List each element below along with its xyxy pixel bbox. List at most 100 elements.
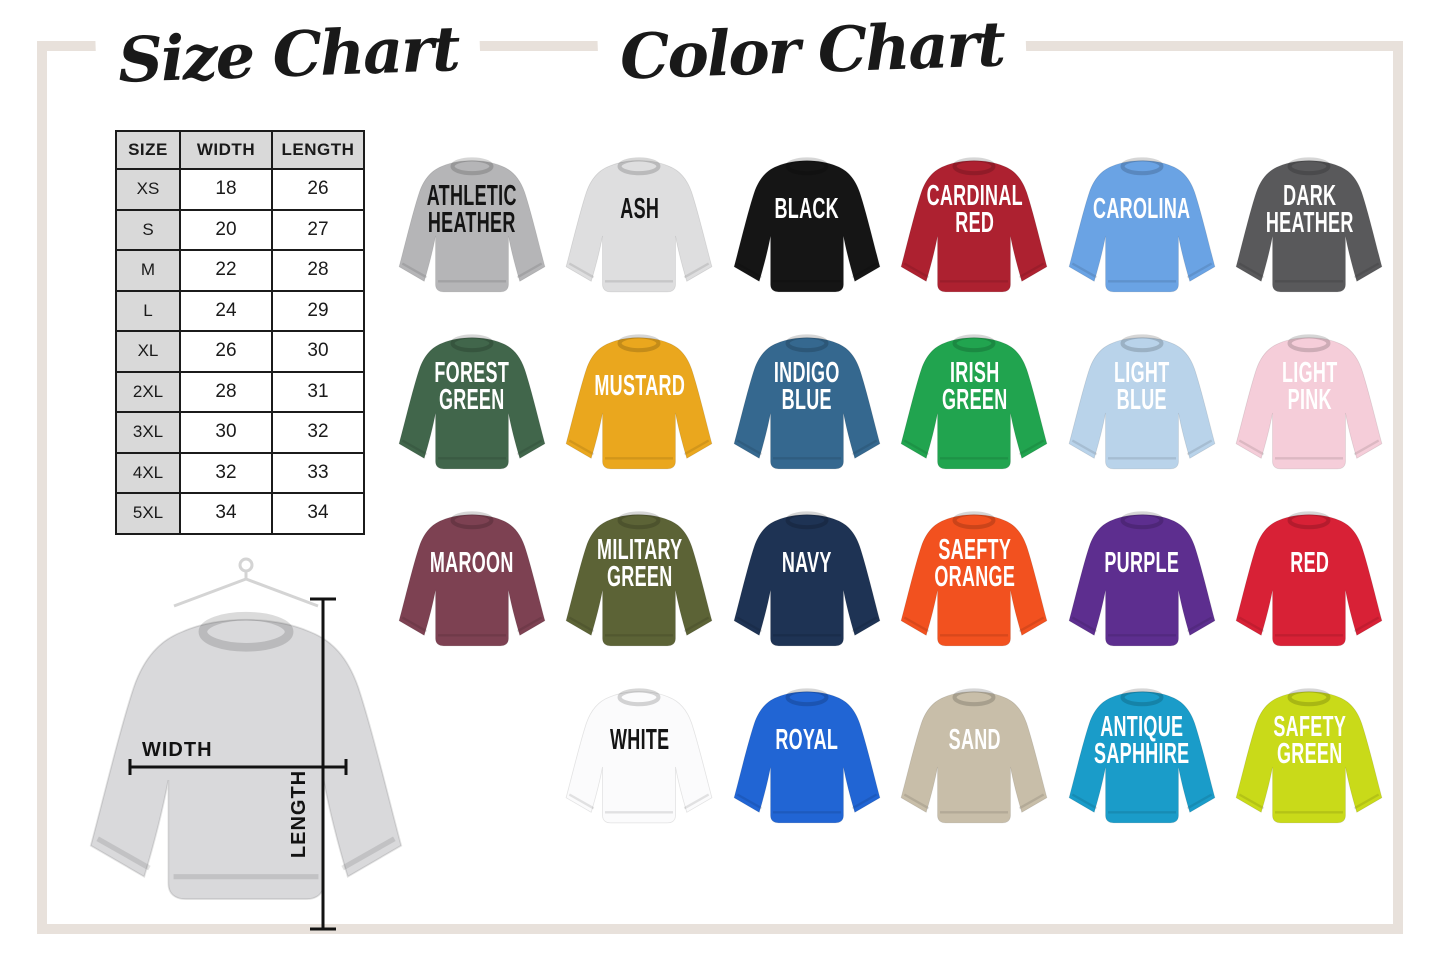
color-label-line: INDIGO (773, 356, 840, 389)
length-measure-line (310, 597, 336, 931)
color-label: RED (1257, 499, 1361, 630)
sweatshirt-graphic (565, 687, 713, 823)
color-swatch-light-pink: LIGHT PINK (1226, 311, 1394, 488)
color-label-line: IRISH (949, 356, 1000, 389)
color-label-line: SAFETY (1272, 710, 1346, 743)
color-swatch-white: WHITE (556, 665, 724, 842)
color-label-line: GREEN (606, 561, 672, 594)
measurement-cell: 30 (179, 411, 273, 454)
color-label-line: GREEN (941, 384, 1007, 417)
color-swatch-royal: ROYAL (723, 665, 891, 842)
sweatshirt-graphic (1068, 333, 1216, 469)
color-swatch-irish-green: IRISH GREEN (891, 311, 1059, 488)
color-swatch-maroon: MAROON (388, 488, 556, 665)
size-cell: M (115, 249, 181, 292)
measurement-cell: 27 (271, 208, 365, 251)
color-label-line: ORANGE (933, 561, 1015, 594)
measurement-cell: 26 (179, 330, 273, 373)
color-label: ANTIQUE SAPHHIRE (1090, 676, 1194, 807)
color-label: LIGHT PINK (1257, 322, 1361, 453)
color-label-line: GREEN (1276, 738, 1342, 771)
size-row-5xl: 5XL 34 34 (115, 492, 365, 535)
color-swatch-safety-green: SAFETY GREEN (1226, 665, 1394, 842)
color-label: MILITARY GREEN (587, 499, 691, 630)
size-row-2xl: 2XL 28 31 (115, 370, 365, 413)
size-cell: 4XL (115, 451, 181, 494)
size-table: SIZE WIDTH LENGTH XS 18 26 S 20 27 M 22 28 L 24 29 XL 2… (115, 130, 365, 535)
color-chart-title: Color Chart (596, 6, 1027, 95)
color-swatch-carolina: CAROLINA (1058, 134, 1226, 311)
size-cell: XS (115, 168, 181, 211)
color-label: LIGHT BLUE (1090, 322, 1194, 453)
color-label: SAFETY GREEN (1257, 676, 1361, 807)
color-label-line: PINK (1287, 384, 1332, 417)
column-header-length: LENGTH (271, 130, 365, 170)
sweatshirt-graphic (398, 156, 546, 292)
size-row-m: M 22 28 (115, 249, 365, 292)
sweatshirt-graphic (900, 333, 1048, 469)
color-swatch-ash: ASH (556, 134, 724, 311)
color-label-line: NAVY (781, 547, 832, 580)
color-label-line: ASH (619, 193, 659, 226)
size-measurement-diagram: WIDTH LENGTH (66, 552, 438, 958)
color-label-line: DARK (1282, 179, 1336, 212)
sweatshirt-graphic (565, 333, 713, 469)
color-swatch-light-blue: LIGHT BLUE (1058, 311, 1226, 488)
color-label-line: MILITARY (596, 533, 682, 566)
color-label: SAND (922, 676, 1026, 807)
sweatshirt-graphic (1235, 687, 1383, 823)
size-diagram-sweatshirt (89, 611, 403, 900)
size-cell: 2XL (115, 370, 181, 413)
measurement-cell: 34 (271, 492, 365, 535)
sweatshirt-graphic (900, 510, 1048, 646)
color-label-line: ATHLETIC (426, 179, 517, 212)
color-label-line: SAPHHIRE (1094, 738, 1190, 771)
size-chart-title: Size Chart (94, 11, 482, 98)
color-label: NAVY (755, 499, 859, 630)
measurement-cell: 30 (271, 330, 365, 373)
size-cell: XL (115, 330, 181, 373)
color-swatch-cardinal-red: CARDINAL RED (891, 134, 1059, 311)
color-swatch-dark-heather: DARK HEATHER (1226, 134, 1394, 311)
color-label: SAEFTY ORANGE (922, 499, 1026, 630)
color-label: ASH (587, 145, 691, 276)
measurement-cell: 31 (271, 370, 365, 413)
color-label: MUSTARD (587, 322, 691, 453)
color-label: CARDINAL RED (922, 145, 1026, 276)
color-label: MAROON (420, 499, 524, 630)
color-label: CAROLINA (1090, 145, 1194, 276)
measurement-cell: 20 (179, 208, 273, 251)
color-label-line: GREEN (438, 384, 505, 417)
hanger-icon (173, 557, 319, 608)
size-table-header: SIZE WIDTH LENGTH (115, 130, 365, 170)
color-label: INDIGO BLUE (755, 322, 859, 453)
measurement-cell: 28 (271, 249, 365, 292)
sweatshirt-graphic (565, 510, 713, 646)
measurement-cell: 32 (179, 451, 273, 494)
width-label: WIDTH (142, 739, 213, 761)
color-label-line: ROYAL (775, 724, 839, 757)
column-header-size: SIZE (115, 130, 181, 170)
color-label: PURPLE (1090, 499, 1194, 630)
color-label: BLACK (755, 145, 859, 276)
sweatshirt-graphic (733, 510, 881, 646)
size-table-header-row: SIZE WIDTH LENGTH (115, 130, 365, 170)
sweatshirt-graphic (1068, 510, 1216, 646)
color-label-line: SAEFTY (937, 533, 1011, 566)
measurement-cell: 28 (179, 370, 273, 413)
sweatshirt-graphic (1235, 333, 1383, 469)
color-swatch-black: BLACK (723, 134, 891, 311)
sweatshirt-graphic (733, 687, 881, 823)
color-label-line: BLACK (774, 193, 839, 226)
sweatshirt-graphic (398, 333, 546, 469)
measurement-cell: 32 (271, 411, 365, 454)
color-swatch-forest-green: FOREST GREEN (388, 311, 556, 488)
color-label-line: LIGHT (1281, 356, 1337, 389)
color-swatch-mustard: MUSTARD (556, 311, 724, 488)
color-label-line: RED (954, 207, 994, 240)
sweatshirt-graphic (900, 687, 1048, 823)
color-label: IRISH GREEN (922, 322, 1026, 453)
size-cell: S (115, 208, 181, 251)
size-cell: 3XL (115, 411, 181, 454)
